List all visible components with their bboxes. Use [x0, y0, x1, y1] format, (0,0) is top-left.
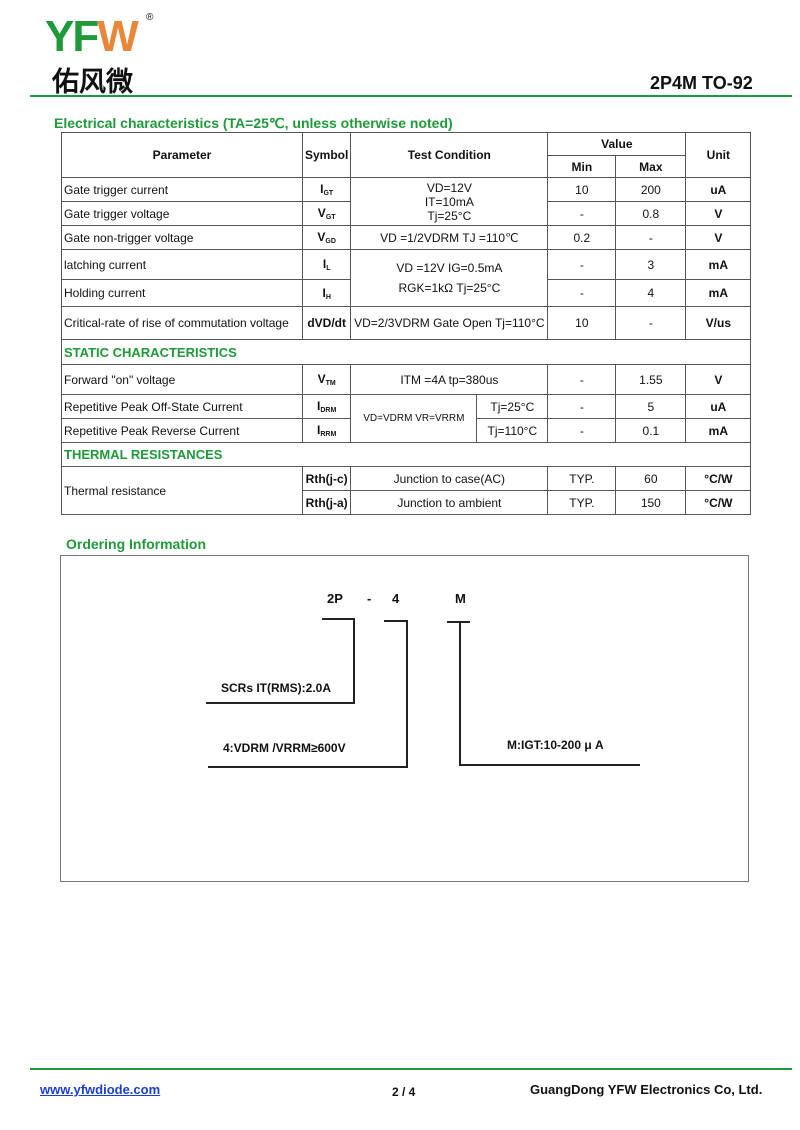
table-row: Repetitive Peak Reverse Current IRRM Tj=11… [61, 418, 752, 443]
table-row: Forward "on" voltage VTM ITM =4A tp=380us -… [61, 364, 752, 395]
part-number: 2P4M TO-92 [650, 73, 753, 93]
static-section-title: STATIC CHARACTERISTICS [60, 339, 752, 365]
footer-divider [30, 1068, 792, 1070]
header-symbol: Symbol [301, 132, 352, 178]
header-min: Min [547, 155, 617, 178]
header-test-condition: Test Condition [350, 132, 549, 178]
company-name: GuangDong YFW Electronics Co, Ltd. [530, 1082, 763, 1097]
code-series: 2P [327, 591, 343, 606]
code-voltage: 4 [392, 591, 400, 606]
header-parameter: Parameter [61, 132, 303, 178]
header-divider [30, 95, 792, 97]
ordering-box [60, 555, 749, 882]
table-row: Gate trigger voltage VGT -0.8 V [61, 201, 752, 226]
gate-condition: VD=12V IT=10mA Tj=25°C [350, 177, 549, 226]
label-voltage: 4:VDRM /VRRM≥600V [223, 741, 346, 755]
table-row: Thermal resistance Rth(j-c) Junction to ca… [61, 466, 752, 515]
page-number: 2 / 4 [392, 1085, 416, 1099]
table-row: Gate non-trigger voltage VGD VD =1/2VDRM T… [61, 225, 752, 250]
code-gate: M [455, 591, 466, 606]
label-gate: M:IGT:10-200 μ A [507, 738, 604, 752]
table-row: Gate trigger current IGT VD=12V IT=10mA Tj=… [61, 177, 752, 226]
ordering-title: Ordering Information [66, 536, 206, 552]
latch-condition: VD =12V IG=0.5mA RGK=1kΩ Tj=25°C [350, 249, 549, 307]
registered-mark: ® [146, 12, 154, 23]
table-row: Critical-rate of rise of commutation vol… [61, 306, 752, 340]
electrical-table: Parameter Symbol Test Condition Value Unit M… [60, 132, 752, 515]
table-row: latching current IL VD =12V IG=0.5mA RGK=1… [61, 249, 752, 307]
param: Gate trigger current [61, 177, 303, 202]
thermal-section-title: THERMAL RESISTANCES [60, 442, 752, 467]
logo: YFW [45, 12, 139, 61]
header-value: Value [547, 132, 687, 156]
table-row: Holding current IH -4 mA [61, 279, 752, 307]
header-unit: Unit [685, 132, 752, 178]
static-condition: VD=VDRM VR=VRRM [350, 394, 478, 443]
table-row: Rth(j-a) Junction to ambient TYP. 150 °C/W [62, 490, 752, 515]
website-link[interactable]: www.yfwdiode.com [40, 1082, 161, 1097]
section-title: Electrical characteristics (TA=25℃, unle… [54, 115, 453, 131]
label-current: SCRs IT(RMS):2.0A [221, 681, 332, 695]
logo-cn: 佑风微 [52, 67, 133, 97]
header-max: Max [615, 155, 687, 178]
table-row: Repetitive Peak Off-State Current IDRM VD=… [61, 394, 752, 443]
